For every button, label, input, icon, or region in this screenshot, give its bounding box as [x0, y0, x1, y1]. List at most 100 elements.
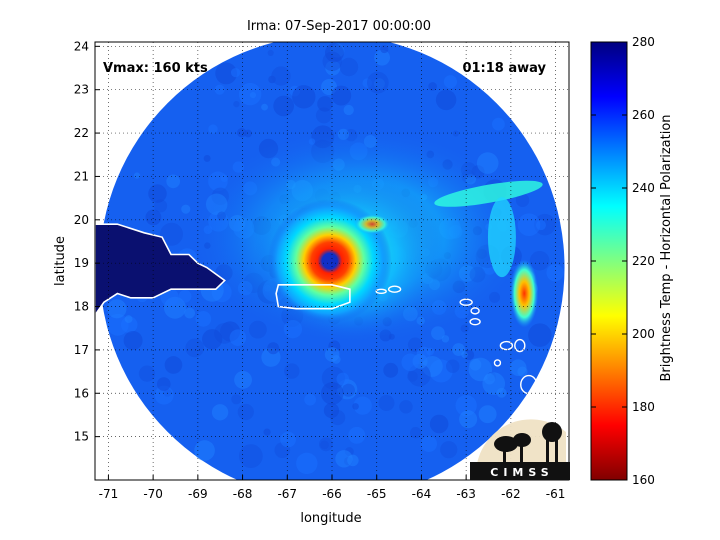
x-tick-label: -63 [456, 487, 476, 501]
grid-lines [95, 42, 569, 480]
swath-texture [211, 404, 229, 421]
swath-texture [273, 95, 294, 117]
swath-texture [267, 49, 274, 56]
y-axis-label: latitude [53, 236, 68, 286]
colorbar-tick-label: 180 [632, 400, 655, 414]
island-coastline [520, 374, 538, 395]
swath-texture [138, 365, 156, 382]
coastlines [95, 223, 552, 428]
swath-texture [416, 346, 431, 361]
swath-texture [123, 331, 143, 351]
swath-texture [407, 337, 423, 353]
swath-texture [195, 311, 212, 327]
swath-texture [435, 89, 457, 111]
swath-texture [452, 130, 459, 137]
swath-texture [215, 62, 238, 85]
swath-texture [202, 329, 223, 350]
y-tick-label: 19 [74, 256, 89, 270]
swath-texture [491, 117, 505, 131]
swath-texture [331, 85, 352, 106]
swath-texture [374, 49, 391, 66]
cimss-logo: CIMSS [470, 419, 570, 480]
swath-texture [441, 335, 450, 343]
x-tick-label: -69 [188, 487, 208, 501]
swath-texture [380, 45, 389, 54]
swath-texture [401, 353, 420, 372]
hispaniola-coastline [95, 223, 226, 317]
swath-texture [324, 43, 344, 63]
x-tick-label: -66 [322, 487, 342, 501]
swath-texture [352, 403, 359, 410]
swath-texture [234, 370, 252, 389]
island-coastline [387, 285, 402, 293]
colorbar-label: Brightness Temp - Horizontal Polarizatio… [659, 114, 674, 381]
swath-texture [145, 209, 162, 226]
swath-texture [315, 107, 332, 124]
island-coastline [375, 288, 387, 295]
swath-texture [156, 377, 171, 391]
swath-texture [107, 299, 127, 319]
swath-texture [280, 431, 296, 448]
swath-texture [440, 441, 458, 459]
swath-texture [154, 385, 174, 405]
swath-texture [461, 351, 468, 358]
x-tick-label: -61 [546, 487, 566, 501]
swath-texture [304, 393, 317, 406]
vmax-annotation: Vmax: 160 kts [103, 61, 208, 76]
swath-texture [429, 414, 449, 434]
colorbar-tick-label: 160 [632, 473, 655, 487]
y-tick-label: 21 [74, 169, 89, 183]
island-coastline [499, 340, 514, 351]
swath-texture [237, 403, 254, 421]
colorbar-tick-label: 200 [632, 327, 655, 341]
swath-texture [496, 387, 507, 398]
island-coastline [470, 307, 480, 315]
swath-texture [185, 338, 205, 358]
swath-texture [284, 363, 300, 379]
island-coastline [514, 338, 526, 353]
swath-texture [239, 444, 263, 468]
axis-ticks: -71 -70 -69 -68 -67 -66 -65 -64 -63 -62 -61 15 16 17 1… [74, 39, 566, 501]
eye [321, 253, 338, 269]
convective-hotspot [354, 214, 391, 235]
swath-texture [383, 362, 399, 378]
swath-texture [343, 104, 354, 116]
swath-texture [339, 57, 359, 77]
swath-texture [452, 343, 466, 356]
swath-texture [194, 440, 215, 461]
swath-texture [335, 450, 353, 468]
swath-texture [336, 372, 350, 386]
colorbar-tick-label: 260 [632, 108, 655, 122]
swath-texture [459, 410, 478, 429]
swath-texture [517, 366, 528, 377]
swath-texture [184, 307, 195, 319]
swath-texture [238, 82, 262, 106]
swath-texture [323, 402, 340, 419]
colorbar-tick-label: 240 [632, 181, 655, 195]
swath-texture [353, 396, 372, 415]
island-coastline [541, 388, 552, 398]
swath-texture [181, 204, 191, 214]
y-tick-label: 22 [74, 126, 89, 140]
logo-text: CIMSS [490, 466, 553, 479]
swath-texture [261, 103, 268, 111]
swath-texture [407, 371, 418, 382]
swath-texture [420, 435, 438, 453]
swath-texture [166, 174, 181, 189]
x-axis-label: longitude [300, 511, 361, 526]
figure-title: Irma: 07-Sep-2017 00:00:00 [247, 19, 431, 34]
x-tick-label: -70 [143, 487, 163, 501]
colorbar [590, 41, 628, 481]
convective-hotspot [510, 259, 539, 328]
swath-texture [133, 172, 141, 179]
x-tick-label: -67 [277, 487, 297, 501]
y-tick-label: 16 [74, 386, 89, 400]
swath-texture [230, 67, 241, 78]
island-coastline [459, 298, 473, 306]
x-tick-label: -68 [233, 487, 253, 501]
swath-texture [409, 427, 422, 439]
rainband-streak [434, 180, 543, 207]
swath-texture [296, 452, 318, 475]
swath-texture [478, 405, 497, 424]
